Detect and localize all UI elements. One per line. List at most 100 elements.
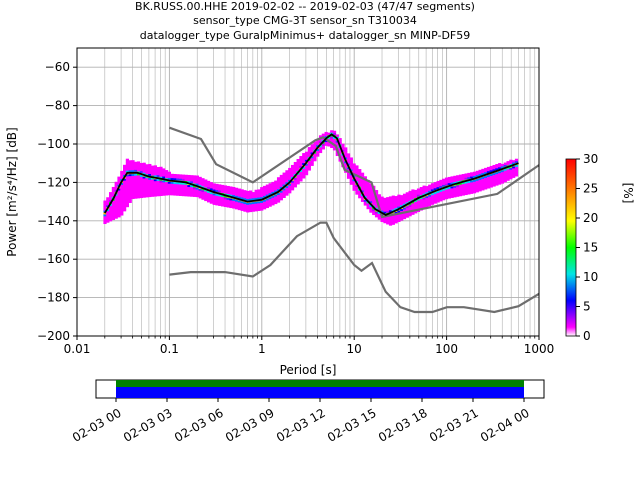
psd-cell [419, 188, 423, 192]
psd-cell [120, 184, 124, 187]
psd-cell [159, 187, 163, 191]
psd-cell [271, 195, 275, 198]
coverage-bars [116, 380, 524, 398]
psd-cell [167, 190, 171, 194]
psd-cell [299, 177, 303, 180]
psd-cell [120, 188, 124, 191]
psd-cell [372, 210, 376, 214]
psd-cell [190, 188, 194, 191]
psd-cell [352, 169, 356, 172]
psd-cell [276, 200, 281, 203]
psd-cell [218, 188, 222, 191]
psd-cell [170, 187, 174, 190]
psd-cell [428, 201, 432, 205]
psd-cell [128, 175, 132, 179]
psd-cell [243, 207, 247, 210]
psd-cell [151, 190, 155, 193]
psd-cell [369, 183, 373, 186]
psd-cell [372, 208, 376, 212]
psd-cell [293, 177, 297, 180]
psd-cell [117, 193, 121, 197]
psd-cell [137, 169, 141, 172]
psd-cell [159, 193, 163, 197]
psd-cell [271, 201, 275, 204]
psd-cell [111, 217, 116, 221]
psd-cell [139, 174, 144, 177]
psd-cell [201, 193, 205, 196]
psd-cell [453, 191, 457, 194]
psd-cell [369, 189, 373, 192]
psd-cell [369, 194, 373, 198]
psd-cell [145, 194, 149, 198]
psd-cell [123, 182, 127, 185]
psd-cell [117, 203, 121, 206]
psd-cell [405, 215, 409, 218]
psd-cell [131, 167, 135, 171]
psd-cell [164, 177, 169, 181]
psd-cell [458, 188, 463, 191]
psd-cell [111, 206, 116, 209]
psd-cell [500, 175, 505, 178]
psd-cell [223, 185, 227, 188]
psd-cell [142, 162, 146, 166]
psd-cell [332, 136, 337, 139]
psd-cell [461, 183, 465, 187]
psd-cell [470, 179, 474, 183]
psd-cell [139, 184, 144, 187]
psd-cell [151, 171, 155, 174]
psd-cell [204, 179, 208, 182]
psd-cell [366, 195, 370, 198]
psd-cell [131, 162, 135, 165]
psd-cell [461, 187, 465, 190]
psd-cell [137, 186, 141, 189]
psd-cell [206, 198, 211, 201]
psd-cell [159, 191, 163, 195]
psd-cell [425, 191, 429, 195]
psd-cell [442, 192, 446, 195]
psd-cell [436, 196, 440, 199]
psd-cell [142, 179, 146, 183]
psd-cell [251, 192, 255, 195]
psd-cell [512, 160, 516, 163]
psd-cell [369, 191, 373, 194]
psd-cell [195, 179, 199, 182]
psd-cell [436, 200, 440, 203]
psd-cell [355, 186, 359, 189]
psd-cell [201, 185, 205, 189]
psd-cell [313, 145, 317, 148]
psd-cell [299, 165, 303, 169]
psd-cell [453, 185, 457, 188]
psd-cell [355, 173, 359, 176]
psd-cell [148, 190, 152, 194]
psd-cell [103, 213, 107, 217]
psd-cell [394, 219, 398, 222]
psd-cell [355, 190, 359, 193]
psd-cell [318, 148, 323, 152]
psd-cell [458, 174, 463, 178]
psd-cell [372, 199, 376, 202]
psd-cell [369, 200, 373, 204]
psd-cell [178, 178, 183, 181]
psd-cell [425, 201, 429, 204]
psd-cell [346, 157, 351, 160]
psd-cell [125, 187, 130, 190]
psd-cell [125, 195, 130, 198]
timeline-tick-label: 02-03 12 [274, 406, 328, 445]
psd-cell [282, 193, 286, 197]
psd-cell [139, 195, 144, 199]
psd-cell [313, 143, 317, 146]
psd-cell [128, 196, 132, 200]
psd-cell [422, 204, 426, 208]
psd-cell [492, 176, 496, 179]
psd-cell [159, 180, 163, 183]
x-tick-label: 1 [258, 342, 266, 356]
psd-cell [313, 155, 317, 158]
psd-cell [234, 189, 239, 193]
psd-cell [302, 172, 306, 175]
psd-cell [458, 184, 463, 187]
psd-cell [206, 192, 211, 195]
psd-cell [400, 218, 404, 221]
psd-cell [411, 193, 415, 196]
psd-cell [394, 199, 398, 203]
psd-cell [151, 182, 155, 186]
